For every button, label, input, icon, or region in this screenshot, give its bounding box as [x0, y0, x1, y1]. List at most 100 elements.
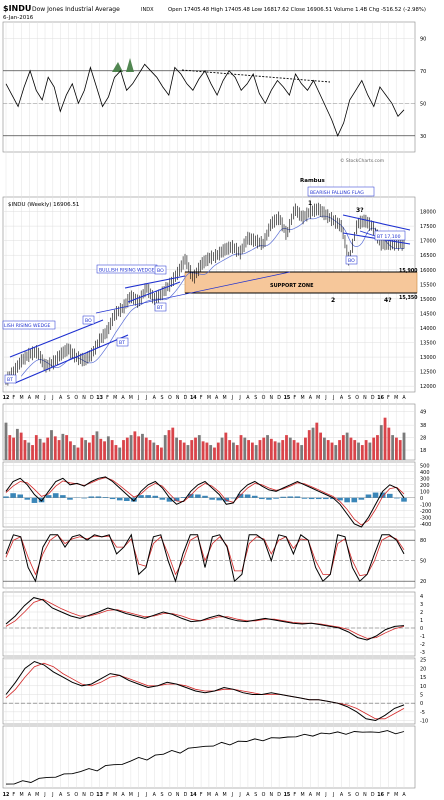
oscillator-b-tick-label: 10 [420, 684, 426, 690]
annotation-bt1: BT [119, 340, 125, 346]
header-symbol: $INDU [3, 4, 31, 13]
volume-bar [53, 436, 57, 460]
macd-histogram-bar [315, 497, 322, 500]
bottom-x-tick-label: N [363, 792, 367, 798]
flag-backtest-arrow [359, 230, 376, 237]
price-x-tick-label: 16 [377, 395, 384, 401]
macd-tick-label: 300 [420, 476, 430, 482]
volume-bar [292, 440, 296, 460]
bottom-x-axis: 12 F M A M J J A S O N D 13 F M A M J J A S O N D 14 F M A M J J A S O N D 1… [3, 792, 407, 798]
price-x-tick-label: S [348, 395, 351, 401]
volume-bar [281, 440, 285, 460]
volume-bar [296, 442, 300, 460]
price-x-tick-label: F [293, 395, 296, 401]
macd-histogram-bar [216, 497, 223, 501]
price-x-tick-label: J [137, 395, 139, 401]
volume-bar [110, 440, 114, 460]
price-x-tick-label: D [371, 395, 375, 401]
macd-tick-label: -400 [420, 522, 431, 528]
volume-panel: 18 28 38 49 [3, 409, 426, 460]
bottom-x-tick-label: O [355, 792, 359, 798]
price-x-tick-label: N [363, 395, 367, 401]
price-x-tick-label: D [90, 395, 94, 401]
volume-bar [144, 437, 148, 460]
price-x-tick-label: N [176, 395, 180, 401]
bottom-x-tick-label: S [161, 792, 164, 798]
volume-bar [87, 442, 91, 460]
volume-bar [133, 431, 137, 460]
macd-histogram-bar [152, 495, 159, 498]
price-legend: $INDU (Weekly) 16906.51 [8, 202, 79, 208]
stochastic-tick-label: 80 [420, 538, 426, 544]
price-x-tick-label: 12 [3, 395, 10, 401]
price-x-tick-label: J [51, 395, 53, 401]
macd-histogram-bar [52, 493, 59, 498]
price-tick-label: 12500 [420, 370, 436, 376]
macd-histogram-bar [273, 497, 279, 499]
volume-bar [357, 442, 360, 460]
volume-bar [167, 430, 171, 460]
bottom-x-tick-label: D [371, 792, 375, 798]
volume-bar [288, 437, 292, 460]
volume-bar [262, 437, 266, 460]
flag-upper-line [342, 214, 411, 231]
oscillator-a-line [5, 597, 405, 641]
oscillator-a-tick-label: -1 [420, 634, 425, 640]
price-x-tick-label: M [207, 395, 211, 401]
volume-tick-label: 18 [420, 448, 426, 454]
volume-bar [160, 447, 163, 460]
macd-histogram-bar [159, 497, 166, 500]
oscillator-b-tick-label: 15 [420, 675, 426, 681]
oscillator-a-tick-label: 0 [420, 626, 423, 632]
price-tick-label: 15500 [420, 282, 436, 288]
oscillator-b-panel: -10 -5 0 5 10 15 20 25 [3, 658, 428, 725]
stochastic-d-line [5, 534, 405, 577]
annotation-wave-4: 4? [384, 297, 392, 304]
macd-tick-label: 100 [420, 489, 430, 495]
volume-bar [125, 437, 129, 460]
macd-tick-label: -100 [420, 502, 431, 508]
macd-histogram-bar [266, 497, 272, 500]
bottom-x-tick-label: D [277, 792, 281, 798]
macd-histogram-bar [60, 495, 66, 498]
macd-histogram-bar [166, 497, 173, 502]
bottom-x-tick-label: A [340, 792, 344, 798]
price-x-tick-label: 15 [284, 395, 291, 401]
price-tick-label: 12000 [420, 384, 436, 390]
header-ohlc: Open 17405.48 High 17405.48 Low 16817.62… [168, 7, 426, 13]
macd-histogram-bar [173, 497, 180, 501]
bottom-x-tick-label: 12 [3, 792, 10, 798]
bottom-x-tick-label: A [59, 792, 63, 798]
macd-histogram-bar [401, 497, 407, 502]
macd-histogram-bar [223, 497, 230, 502]
oscillator-a-tick-label: -2 [420, 642, 425, 648]
wedge2-backtest-line [95, 271, 291, 314]
macd-tick-label: 200 [420, 483, 430, 489]
volume-bar [247, 440, 250, 460]
annotation-falling-flag: BEARISH FALLING FLAG [310, 190, 364, 196]
macd-histogram-bar [195, 494, 201, 498]
bottom-x-tick-label: F [387, 792, 390, 798]
macd-tick-label: -200 [420, 509, 431, 515]
annotation-wave-1: 1 [308, 200, 312, 207]
price-x-tick-label: N [270, 395, 274, 401]
volume-bar [258, 440, 262, 460]
annotation-box-bo1 [82, 315, 95, 325]
macd-histogram-bar [379, 492, 386, 498]
vertical-gridlines [5, 22, 405, 788]
macd-histogram-bar [337, 497, 343, 501]
oscillator-b-tick-label: 5 [420, 692, 423, 698]
macd-histogram-bar [323, 497, 329, 500]
macd-histogram-bar [131, 497, 137, 502]
macd-tick-label: 0 [420, 496, 423, 502]
bottom-x-tick-label: M [300, 792, 304, 798]
macd-histogram-bar [17, 494, 24, 498]
bottom-x-tick-label: J [51, 792, 53, 798]
price-x-tick-label: O [355, 395, 359, 401]
oscillator-b-tick-label: -5 [420, 710, 425, 716]
macd-histogram-bar [81, 497, 87, 499]
oscillator-b-tick-label: -10 [420, 719, 428, 725]
volume-bar [76, 447, 80, 460]
price-x-tick-label: S [254, 395, 257, 401]
